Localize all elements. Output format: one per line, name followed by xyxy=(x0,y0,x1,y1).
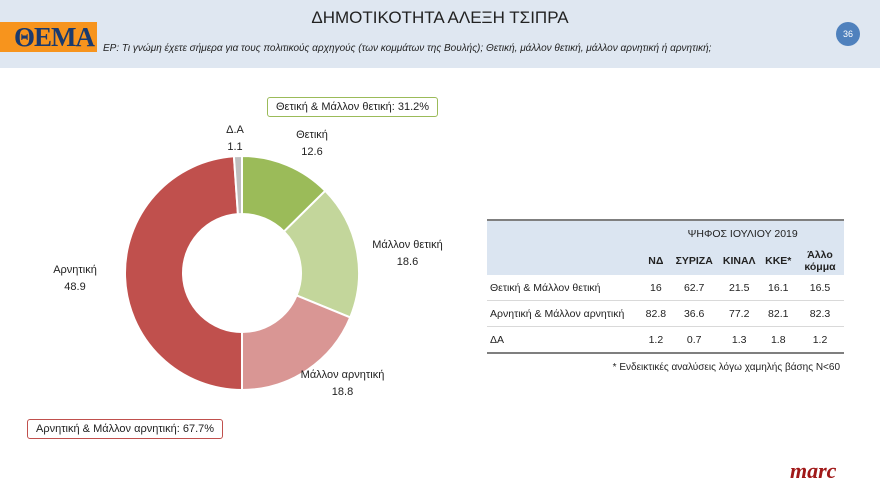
row-label: Θετική & Μάλλον θετική xyxy=(487,275,642,301)
table-row: Θετική & Μάλλον θετική 16 62.7 21.5 16.1 16.5 xyxy=(487,275,844,301)
cell: 82.1 xyxy=(760,300,796,327)
negative-total-callout: Αρνητική & Μάλλον αρνητική: 67.7% xyxy=(27,419,224,439)
cell: 16.5 xyxy=(796,275,844,301)
page-title: ΔΗΜΟΤΙΚΟΤΗΤΑ ΑΛΕΞΗ ΤΣΙΠΡΑ xyxy=(311,8,569,27)
cell: 16.1 xyxy=(760,275,796,301)
row-label: ΔΑ xyxy=(487,326,642,354)
cell: 82.3 xyxy=(796,300,844,327)
cell: 62.7 xyxy=(670,275,718,301)
cell: 0.7 xyxy=(670,326,718,354)
group-header: ΨΗΦΟΣ ΙΟΥΛΙΟΥ 2019 xyxy=(641,219,844,247)
donut-slice-1 xyxy=(282,189,360,319)
logo: ΘΕΜΑ xyxy=(0,22,97,52)
page-number: 36 xyxy=(836,22,860,46)
col-kke: ΚΚΕ* xyxy=(760,247,796,275)
cell: 1.8 xyxy=(760,326,796,354)
label-na: Δ.Α 1.1 xyxy=(226,124,244,153)
label-positive: Θετική 12.6 xyxy=(296,129,328,158)
header-bar xyxy=(0,0,880,68)
label-negative: Αρνητική 48.9 xyxy=(53,264,97,293)
label-rather-positive: Μάλλον θετική 18.6 xyxy=(372,239,443,268)
donut-slice-4 xyxy=(232,154,243,216)
positive-total-callout: Θετική & Μάλλον θετική: 31.2% xyxy=(267,97,439,117)
cell: 16 xyxy=(641,275,671,301)
donut-slice-3 xyxy=(124,155,243,392)
cell: 21.5 xyxy=(717,275,761,301)
donut-slice-2 xyxy=(241,294,352,392)
vote-breakdown-table: ΨΗΦΟΣ ΙΟΥΛΙΟΥ 2019 ΝΔ ΣΥΡΙΖΑ ΚΙΝΑΛ ΚΚΕ* … xyxy=(487,219,844,354)
col-other: Άλλο κόμμα xyxy=(796,247,844,275)
label-rather-negative: Μάλλον αρνητική 18.8 xyxy=(300,369,385,398)
cell: 77.2 xyxy=(717,300,761,327)
row-label: Αρνητική & Μάλλον αρνητική xyxy=(487,300,642,327)
cell: 1.2 xyxy=(641,326,671,354)
cell: 82.8 xyxy=(641,300,671,327)
table-row: ΔΑ 1.2 0.7 1.3 1.8 1.2 xyxy=(487,326,844,354)
col-syriza: ΣΥΡΙΖΑ xyxy=(670,247,718,275)
survey-question: ΕΡ: Τι γνώμη έχετε σήμερα για τους πολιτ… xyxy=(103,43,712,54)
footnote: * Ενδεικτικές αναλύσεις λόγω χαμηλής βάσ… xyxy=(612,362,840,373)
col-kinal: ΚΙΝΑΛ xyxy=(717,247,761,275)
cell: 1.3 xyxy=(717,326,761,354)
cell: 36.6 xyxy=(670,300,718,327)
cell: 1.2 xyxy=(796,326,844,354)
col-nd: ΝΔ xyxy=(641,247,671,275)
marc-logo: marc xyxy=(790,458,837,483)
table-row: Αρνητική & Μάλλον αρνητική 82.8 36.6 77.2 82… xyxy=(487,300,844,327)
